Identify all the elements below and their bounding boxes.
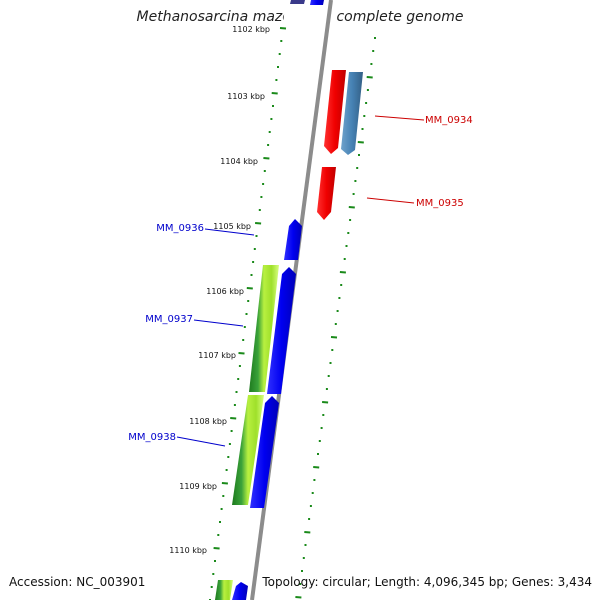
kbp-label: 1104 kbp <box>220 157 258 166</box>
ruler-major-tick <box>221 482 228 485</box>
gene-partial-top-left[interactable] <box>290 0 305 4</box>
ruler-major-tick <box>330 336 338 339</box>
gene-label-MM_0936[interactable]: MM_0936 <box>156 223 204 234</box>
gene-label-MM_0938[interactable]: MM_0938 <box>128 432 176 443</box>
kbp-label: 1105 kbp <box>213 222 251 231</box>
ruler-major-tick <box>313 466 320 469</box>
kbp-label: 1107 kbp <box>198 351 236 360</box>
kbp-label: 1102 kbp <box>232 25 270 34</box>
ruler-major-tick <box>322 401 329 404</box>
ruler-major-tick <box>279 27 287 30</box>
gene-MM_0935[interactable] <box>317 167 336 220</box>
gene-label-MM_0937[interactable]: MM_0937 <box>145 314 193 325</box>
kbp-label: 1103 kbp <box>227 92 265 101</box>
gene-MM_0934-a[interactable] <box>324 70 346 154</box>
gene-MM_0934-b[interactable] <box>341 72 363 155</box>
ruler-major-tick <box>213 547 220 550</box>
gene-MM_0938-blue[interactable] <box>250 396 279 508</box>
gene-partial-bottom-green[interactable] <box>215 580 233 600</box>
kbp-label: 1106 kbp <box>206 287 244 296</box>
leader-MM_0937 <box>193 319 244 327</box>
ruler-major-tick <box>366 76 373 79</box>
kbp-label: 1108 kbp <box>189 417 227 426</box>
kbp-label: 1109 kbp <box>179 482 217 491</box>
ruler-ticks <box>209 27 376 600</box>
gene-label-MM_0935[interactable]: MM_0935 <box>416 198 464 209</box>
cds-MM_0937[interactable] <box>249 265 279 392</box>
leader-MM_0934 <box>374 115 425 121</box>
gene-partial-top[interactable] <box>310 0 324 5</box>
ruler-major-tick <box>230 417 237 420</box>
leader-MM_0935 <box>366 197 415 204</box>
ruler-major-tick <box>263 157 270 160</box>
ruler-major-tick <box>339 271 346 274</box>
ruler-major-tick <box>295 596 302 599</box>
gene-label-MM_0934[interactable]: MM_0934 <box>425 115 473 126</box>
ruler-labels: 1102 kbp 1103 kbp 1104 kbp 1105 kbp 1106… <box>169 25 270 555</box>
ruler-major-tick <box>304 531 311 534</box>
ruler-major-tick <box>357 141 364 144</box>
kbp-label: 1110 kbp <box>169 546 207 555</box>
ruler-major-tick <box>246 287 253 290</box>
ruler-major-tick <box>348 206 355 209</box>
gene-MM_0937-blue[interactable] <box>267 267 296 394</box>
ruler-major-tick <box>255 222 262 225</box>
gene-MM_0936[interactable] <box>284 219 302 260</box>
genome-summary-text: Topology: circular; Length: 4,096,345 bp… <box>262 575 592 589</box>
leader-MM_0936 <box>204 228 255 236</box>
leader-MM_0938 <box>176 436 226 447</box>
cds-MM_0938[interactable] <box>232 395 264 505</box>
ruler-major-tick <box>238 352 245 355</box>
gene-partial-bottom-blue[interactable] <box>232 582 248 600</box>
accession-text: Accession: NC_003901 <box>9 575 146 589</box>
ruler-major-tick <box>271 92 278 95</box>
